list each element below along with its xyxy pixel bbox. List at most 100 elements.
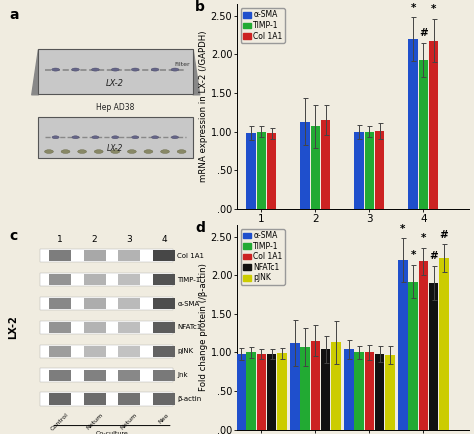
Bar xyxy=(40,249,173,263)
Bar xyxy=(355,352,364,430)
Bar xyxy=(301,122,310,209)
Bar xyxy=(118,274,140,285)
Bar xyxy=(375,354,384,430)
Text: LX-2: LX-2 xyxy=(107,144,123,153)
Ellipse shape xyxy=(161,150,169,153)
Text: Notum: Notum xyxy=(85,412,104,431)
Bar xyxy=(331,342,341,430)
Ellipse shape xyxy=(177,150,186,153)
Text: Neo: Neo xyxy=(158,412,170,424)
Text: *: * xyxy=(400,224,406,233)
Bar xyxy=(83,250,106,261)
Bar xyxy=(419,60,428,209)
Ellipse shape xyxy=(128,150,137,153)
Ellipse shape xyxy=(78,150,87,153)
Ellipse shape xyxy=(72,68,79,71)
Bar xyxy=(355,132,364,209)
Text: *: * xyxy=(410,3,416,13)
Bar xyxy=(49,393,71,404)
Text: d: d xyxy=(195,221,205,235)
Bar xyxy=(83,322,106,333)
Bar xyxy=(310,341,320,430)
Ellipse shape xyxy=(131,68,139,71)
Ellipse shape xyxy=(91,68,99,71)
Ellipse shape xyxy=(92,136,99,139)
Bar xyxy=(49,298,71,309)
Bar xyxy=(246,352,256,430)
Bar xyxy=(267,133,276,209)
Bar xyxy=(408,39,418,209)
Ellipse shape xyxy=(152,136,159,139)
Bar xyxy=(256,132,266,209)
Text: pJNK: pJNK xyxy=(177,348,193,354)
Bar xyxy=(429,41,438,209)
Bar xyxy=(153,250,175,261)
Bar xyxy=(83,369,106,381)
Bar xyxy=(49,250,71,261)
Bar xyxy=(267,354,276,430)
Text: *: * xyxy=(431,4,437,14)
Bar xyxy=(301,347,310,430)
Bar xyxy=(40,345,173,358)
Text: b: b xyxy=(195,0,205,14)
Bar xyxy=(40,392,173,406)
Text: Notum: Notum xyxy=(120,412,138,431)
Bar xyxy=(153,393,175,404)
Bar xyxy=(256,354,266,430)
Ellipse shape xyxy=(111,150,120,153)
Bar xyxy=(118,250,140,261)
Bar xyxy=(83,298,106,309)
Ellipse shape xyxy=(52,136,59,139)
Polygon shape xyxy=(38,117,192,158)
Bar xyxy=(118,345,140,357)
Text: Jnk: Jnk xyxy=(177,372,188,378)
Text: a: a xyxy=(9,8,18,23)
Bar xyxy=(310,126,320,209)
Text: #: # xyxy=(429,251,438,261)
Bar xyxy=(83,274,106,285)
Bar xyxy=(118,298,140,309)
Bar xyxy=(83,345,106,357)
Bar xyxy=(118,369,140,381)
Bar xyxy=(398,260,408,430)
Text: c: c xyxy=(9,229,18,243)
Bar xyxy=(49,369,71,381)
Bar xyxy=(153,298,175,309)
Ellipse shape xyxy=(112,136,119,139)
Text: #: # xyxy=(419,28,428,38)
Bar xyxy=(344,349,354,430)
Text: TIMP-1: TIMP-1 xyxy=(177,277,201,283)
Text: Col 1A1: Col 1A1 xyxy=(177,253,204,259)
Bar xyxy=(83,393,106,404)
Text: α-SMA: α-SMA xyxy=(177,301,200,306)
Ellipse shape xyxy=(72,136,79,139)
Ellipse shape xyxy=(144,150,153,153)
Text: NFATc1: NFATc1 xyxy=(177,325,201,330)
Ellipse shape xyxy=(45,150,54,153)
Bar xyxy=(153,345,175,357)
Ellipse shape xyxy=(151,68,159,71)
Text: 2: 2 xyxy=(92,235,98,244)
Text: #: # xyxy=(439,230,448,240)
Bar xyxy=(118,393,140,404)
Bar xyxy=(40,368,173,382)
Text: *: * xyxy=(410,250,416,260)
Text: 4: 4 xyxy=(161,235,167,244)
Text: 1: 1 xyxy=(57,235,63,244)
Bar xyxy=(408,282,418,430)
Bar xyxy=(40,273,173,286)
Ellipse shape xyxy=(52,68,59,71)
Text: LX-2: LX-2 xyxy=(106,79,124,88)
Bar xyxy=(40,297,173,310)
Bar xyxy=(365,132,374,209)
Text: *: * xyxy=(421,233,426,243)
Bar xyxy=(439,258,449,430)
Legend: α-SMA, TIMP-1, Col 1A1, NFATc1, pJNK: α-SMA, TIMP-1, Col 1A1, NFATc1, pJNK xyxy=(241,229,285,285)
Text: Control: Control xyxy=(50,412,70,432)
Bar xyxy=(375,131,384,209)
Bar xyxy=(419,261,428,430)
Text: 3: 3 xyxy=(127,235,132,244)
Bar xyxy=(429,283,438,430)
Text: Hep AD38: Hep AD38 xyxy=(96,103,135,112)
Bar xyxy=(49,322,71,333)
